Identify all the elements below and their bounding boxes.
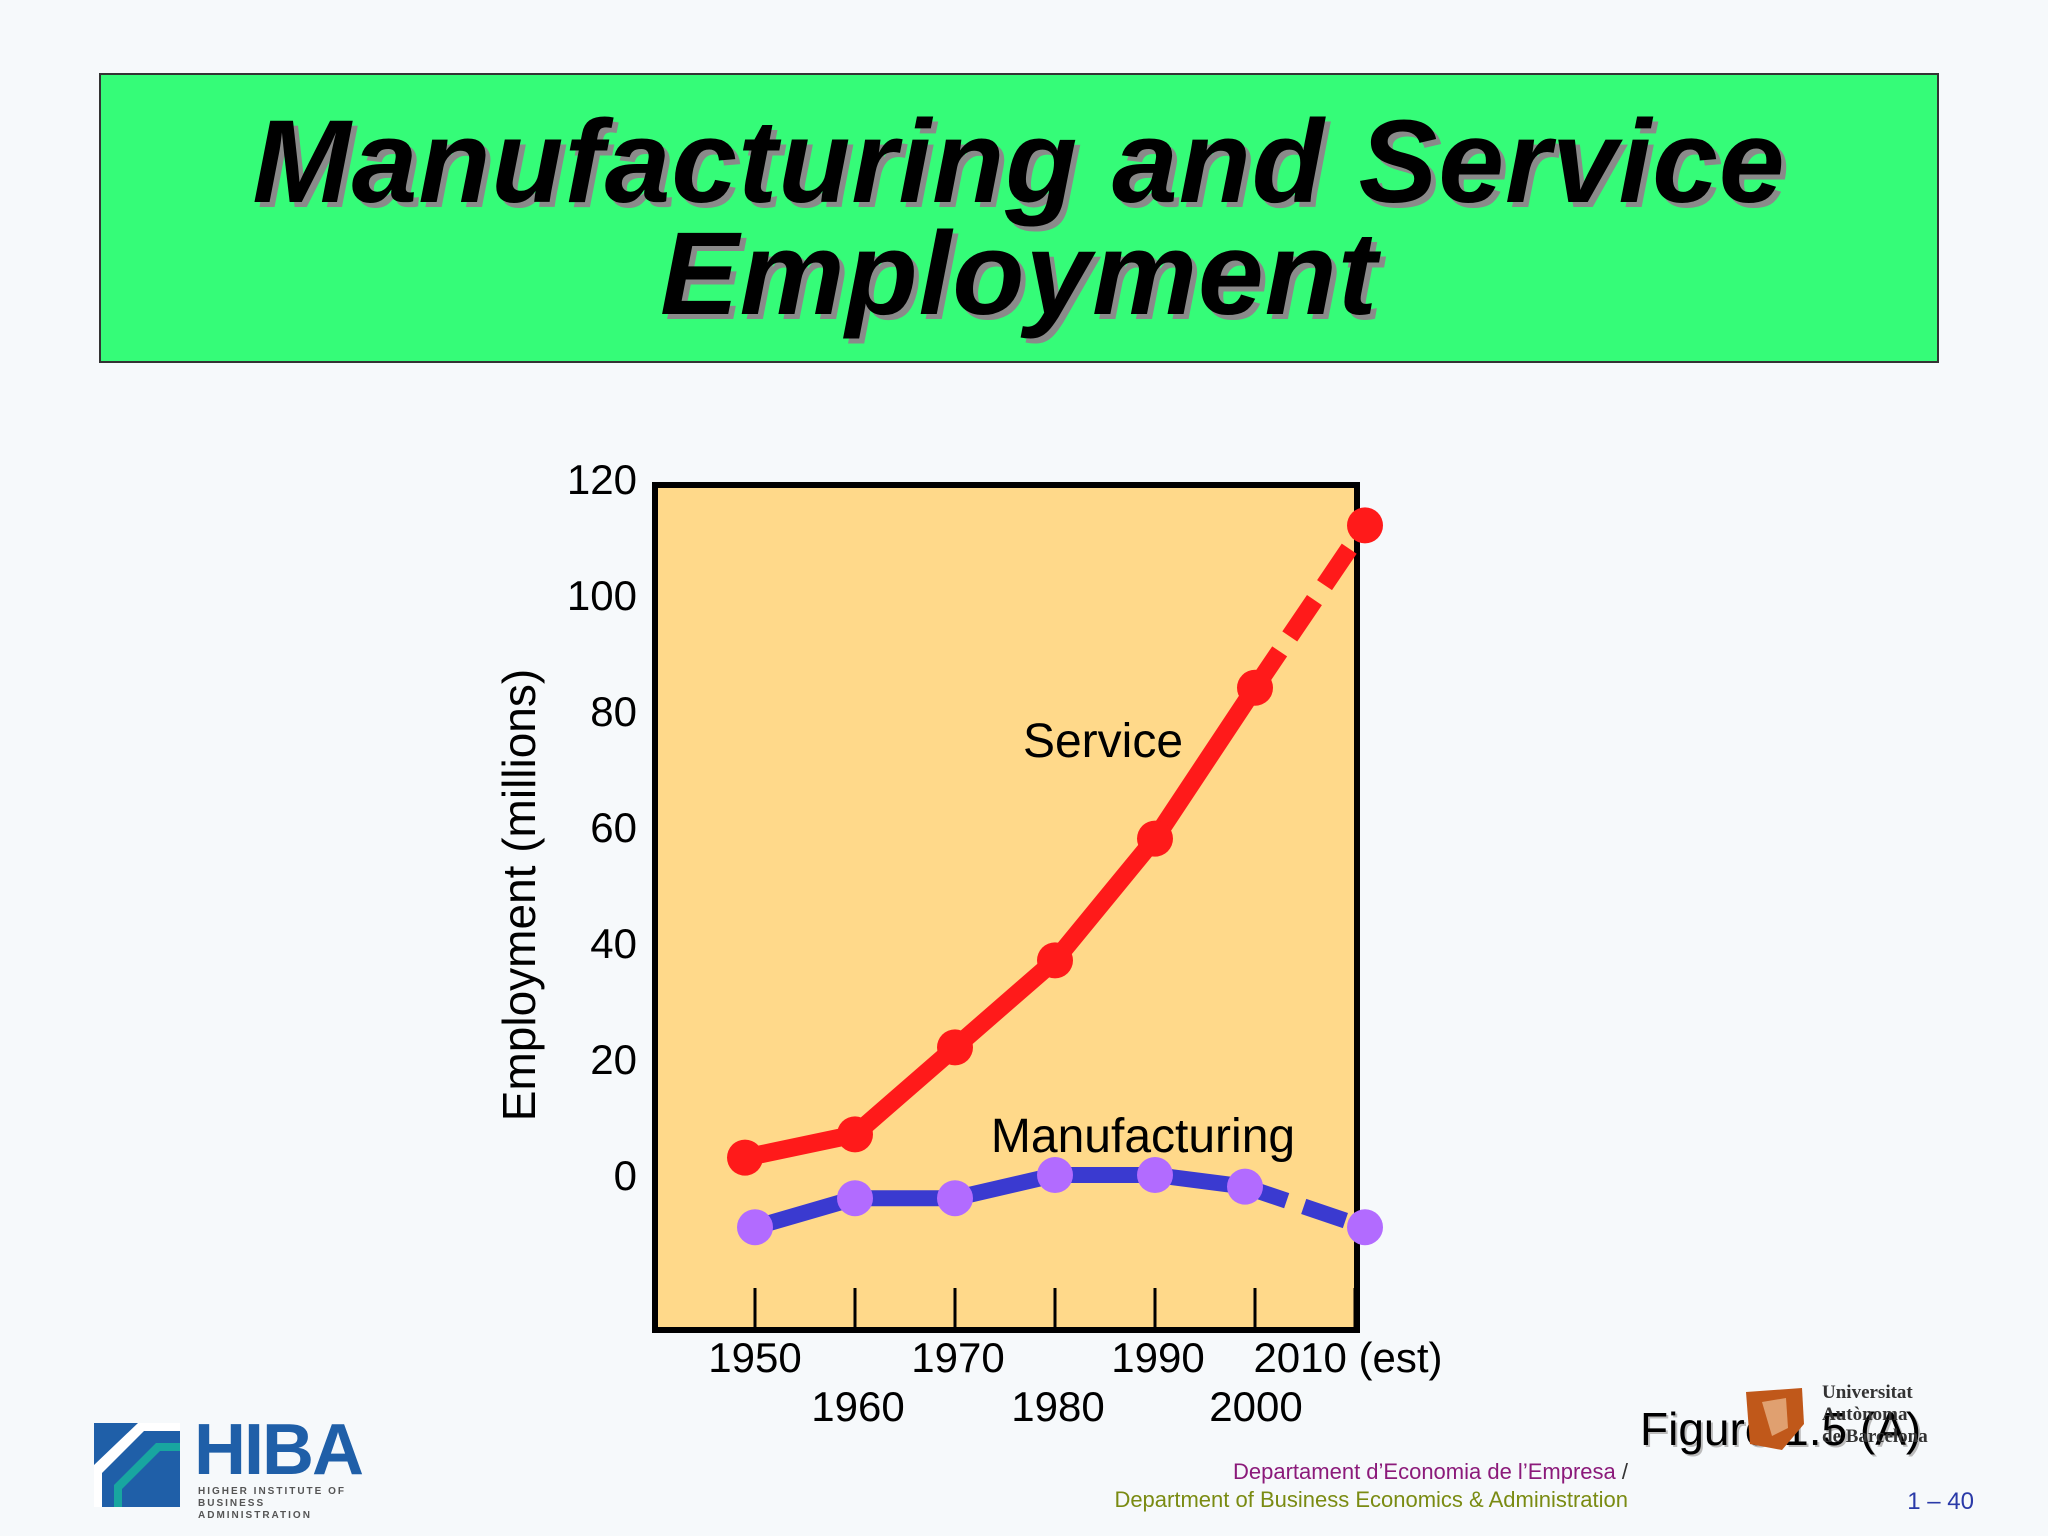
data-point (727, 1139, 763, 1176)
y-tick-label: 100 (567, 572, 637, 619)
data-point (1037, 942, 1073, 979)
x-tick-label: 1960 (811, 1383, 904, 1430)
series-line-projected (1242, 1179, 1368, 1235)
series-line-solid (736, 678, 1264, 1167)
slide-title-line-1: Manufacturing and Service (252, 96, 1786, 228)
uab-line-3: de Barcelona (1822, 1426, 1928, 1447)
hiba-subtitle-line-2: BUSINESS ADMINISTRATION (198, 1498, 312, 1521)
y-tick-label: 0 (614, 1152, 637, 1199)
y-tick-label: 80 (590, 688, 637, 735)
x-tick-label: 2010 (est) (1253, 1334, 1442, 1381)
data-point (1137, 1157, 1173, 1193)
department-separator: / (1621, 1459, 1628, 1484)
x-tick-label: 1990 (1111, 1334, 1204, 1381)
uab-logo-text: Universitat Autònoma de Barcelona (1822, 1382, 1928, 1448)
uab-line-1: Universitat (1822, 1382, 1913, 1403)
x-tick-marks (753, 1288, 1357, 1330)
series-markers (727, 507, 1383, 1246)
data-point (737, 1209, 773, 1246)
uab-mark-icon (1746, 1388, 1804, 1450)
hiba-mark-icon (94, 1423, 180, 1507)
hiba-logo-text: HIBA (194, 1410, 364, 1490)
y-tick-labels: 0 20 40 60 80 100 120 (567, 456, 637, 1199)
series-line-projected (1247, 520, 1373, 693)
y-tick-label: 120 (567, 456, 637, 503)
data-point (1347, 507, 1383, 544)
department-name-catalan: Departament d’Economia de l’Empresa (1233, 1459, 1616, 1484)
department-footer: Departament d’Economia de l’Empresa / De… (1114, 1458, 1628, 1514)
hiba-logo-subtitle: HIGHER INSTITUTE OF BUSINESS ADMINISTRAT… (198, 1486, 354, 1522)
y-axis-title: Employment (millions) (493, 669, 545, 1121)
page-number: 1 – 40 (1907, 1488, 1974, 1515)
x-tick-label: 1980 (1011, 1383, 1104, 1430)
data-point (1347, 1209, 1383, 1246)
data-point (837, 1180, 873, 1217)
data-point (1137, 820, 1173, 857)
x-tick-label: 2000 (1209, 1383, 1302, 1430)
y-tick-label: 20 (590, 1036, 637, 1083)
hiba-logo: HIBA HIGHER INSTITUTE OF BUSINESS ADMINI… (94, 1414, 364, 1521)
uab-line-2: Autònoma (1822, 1404, 1908, 1425)
data-point (937, 1029, 973, 1066)
data-point (937, 1180, 973, 1217)
data-point (1037, 1157, 1073, 1193)
x-tick-label: 1970 (911, 1334, 1004, 1381)
uab-logo: Universitat Autònoma de Barcelona (1742, 1380, 1942, 1454)
service-series-label: Service (1023, 715, 1183, 768)
y-tick-label: 60 (590, 804, 637, 851)
manufacturing-series-label: Manufacturing (991, 1110, 1295, 1163)
x-tick-label: 1950 (708, 1334, 801, 1381)
data-point (1237, 669, 1273, 706)
x-tick-labels: 1950 1970 1990 2010 (est) 1960 1980 2000 (708, 1334, 1442, 1430)
title-banner: Manufacturing and Service Employment (99, 73, 1939, 363)
hiba-subtitle-line-1: HIGHER INSTITUTE OF (198, 1486, 346, 1497)
slide-title-line-2: Employment (659, 208, 1379, 340)
department-name-english: Department of Business Economics & Admin… (1114, 1487, 1628, 1512)
y-tick-label: 40 (590, 920, 637, 967)
data-point (1227, 1168, 1263, 1205)
data-point (837, 1116, 873, 1153)
